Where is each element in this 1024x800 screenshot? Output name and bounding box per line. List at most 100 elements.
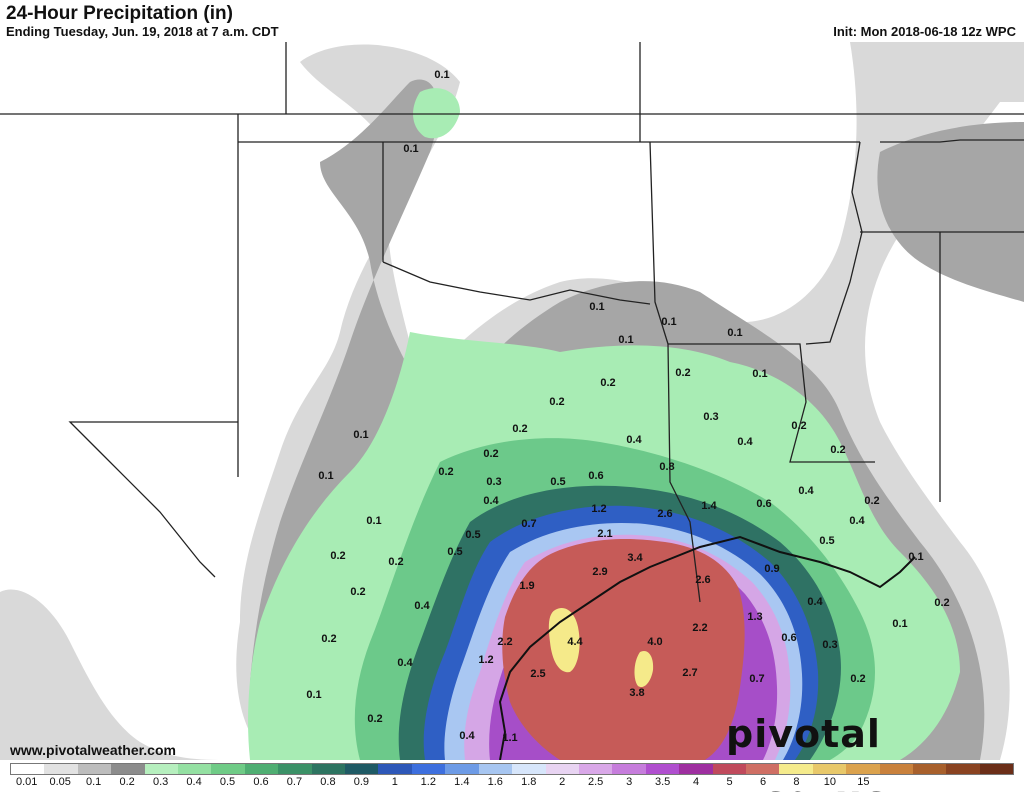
precip-value-label: 0.5	[550, 476, 565, 488]
precip-value-label: 0.4	[414, 600, 430, 612]
legend-swatch	[879, 764, 913, 774]
precip-value-label: 0.2	[675, 367, 690, 379]
legend-swatch	[311, 764, 346, 774]
legend-swatch	[979, 764, 1014, 774]
map-title: 24-Hour Precipitation (in)	[6, 3, 233, 24]
legend-swatch	[111, 764, 145, 774]
legend-swatch	[11, 764, 45, 774]
legend-tick-label: 0.3	[152, 776, 169, 788]
legend-tick-label: 10	[823, 776, 837, 788]
state-boundaries	[0, 42, 1024, 603]
legend-swatch	[211, 764, 245, 774]
precip-value-label: 0.2	[600, 377, 615, 389]
color-legend: 0.01 0.05 0.1 0.2 0.3 0.4 0.5 0.6 0.7 0.8 0.9 1 1.2 1…	[0, 760, 1024, 791]
legend-swatch	[745, 764, 780, 774]
precip-value-label: 0.1	[318, 470, 333, 482]
legend-tick-label: 0.2	[119, 776, 135, 788]
boundary-line	[668, 343, 875, 463]
legend-swatch	[946, 764, 980, 774]
legend-tick-label: 0.5	[219, 776, 236, 788]
precip-value-label: 0.2	[367, 713, 382, 725]
precip-area	[413, 88, 460, 139]
precip-value-label: 0.1	[434, 69, 449, 81]
precip-value-label: 0.2	[864, 495, 879, 507]
legend-swatch	[912, 764, 947, 774]
legend-swatch	[178, 764, 212, 774]
legend-swatch	[846, 764, 880, 774]
legend-tick-label: 4	[693, 776, 700, 788]
boundary-line	[68, 421, 238, 578]
legend-swatch	[445, 764, 479, 774]
precip-value-label: 0.1	[353, 429, 368, 441]
precip-value-label: 2.6	[695, 574, 710, 586]
precip-value-label: 0.2	[850, 673, 865, 685]
precip-value-label: 3.8	[629, 687, 644, 699]
legend-swatch	[278, 764, 312, 774]
precip-value-label: 1.2	[591, 503, 606, 515]
header: 24-Hour Precipitation (in) Ending Tuesda…	[0, 0, 1024, 42]
precip-value-label: 0.2	[791, 420, 806, 432]
precip-value-label: 0.3	[703, 411, 718, 423]
precip-value-label: 0.3	[822, 639, 837, 651]
legend-swatch	[77, 764, 112, 774]
legend-tick-label: 2	[559, 776, 566, 788]
precip-value-label: 2.7	[682, 667, 697, 679]
precip-value-label: 0.4	[807, 596, 823, 608]
legend-tick-label: 0.05	[49, 776, 71, 788]
precip-value-label: 0.1	[892, 618, 907, 630]
legend-swatch	[578, 764, 613, 774]
precip-value-label: 2.6	[657, 508, 672, 520]
precip-value-label: 1.2	[478, 654, 493, 666]
legend-tick-label: 0.7	[286, 776, 303, 788]
legend-tick-label: 0.1	[86, 776, 102, 788]
precip-value-label: 0.1	[589, 301, 604, 313]
legend-tick-labels: 0.01 0.05 0.1 0.2 0.3 0.4 0.5 0.6 0.7 0.8 0.9 1 1.2 1…	[10, 776, 1014, 790]
legend-swatch	[378, 764, 412, 774]
boundary-line	[649, 141, 701, 603]
precip-value-label: 0.8	[659, 461, 674, 473]
legend-swatch	[679, 764, 713, 774]
legend-tick-label: 8	[793, 776, 800, 788]
legend-tick-label: 1	[391, 776, 398, 788]
legend-swatch	[345, 764, 379, 774]
precip-value-label: 0.4	[737, 436, 753, 448]
precipitation-map: 0.1 0.1 0.1 0.1 0.1 0.1 0.2 0.2 0.1 0.2 0.3 0.2 0.1 0…	[0, 42, 1024, 760]
precip-value-label: 0.5	[465, 529, 480, 541]
precip-value-label: 0.3	[486, 476, 501, 488]
precip-value-label: 0.1	[366, 515, 381, 527]
precip-area	[877, 122, 1024, 302]
website-url: www.pivotalweather.com	[10, 742, 176, 758]
legend-tick-label: 0.6	[253, 776, 269, 788]
precip-value-label: 0.6	[756, 498, 771, 510]
precip-value-label: 0.4	[397, 657, 413, 669]
boundary-line	[880, 139, 1024, 143]
precip-value-label: 1.4	[701, 500, 717, 512]
legend-tick-label: 15	[857, 776, 870, 788]
legend-tick-label: 1.4	[454, 776, 470, 788]
legend-swatch	[411, 764, 446, 774]
precip-value-label: 3.4	[627, 552, 643, 564]
precip-value-label: 0.5	[819, 535, 834, 547]
legend-swatch	[44, 764, 78, 774]
legend-tick-label: 2.5	[588, 776, 604, 788]
precip-value-label: 0.1	[618, 334, 633, 346]
legend-swatch	[612, 764, 646, 774]
precip-value-label: 0.7	[749, 673, 764, 685]
precip-value-label: 0.2	[934, 597, 949, 609]
precip-value-label: 0.1	[908, 551, 923, 563]
legend-tick-label: 1.6	[487, 776, 503, 788]
precip-value-label: 0.4	[483, 495, 499, 507]
precip-value-label: 2.2	[497, 636, 512, 648]
boundary-line	[805, 141, 863, 345]
precip-value-label: 0.4	[626, 434, 642, 446]
gulf-coastline	[498, 535, 916, 760]
precip-value-label: 1.3	[747, 611, 762, 623]
precip-value-label: 2.9	[592, 566, 607, 578]
legend-swatch	[545, 764, 579, 774]
precip-value-label: 0.1	[661, 316, 676, 328]
precip-value-label: 4.0	[647, 636, 662, 648]
precip-value-label: 0.1	[306, 689, 321, 701]
precip-value-label: 0.2	[321, 633, 336, 645]
precip-band-2.0	[502, 539, 745, 760]
precip-value-labels: 0.1 0.1 0.1 0.1 0.1 0.1 0.2 0.2 0.1 0.2 0.3 0.2 0.1 0…	[306, 69, 949, 744]
